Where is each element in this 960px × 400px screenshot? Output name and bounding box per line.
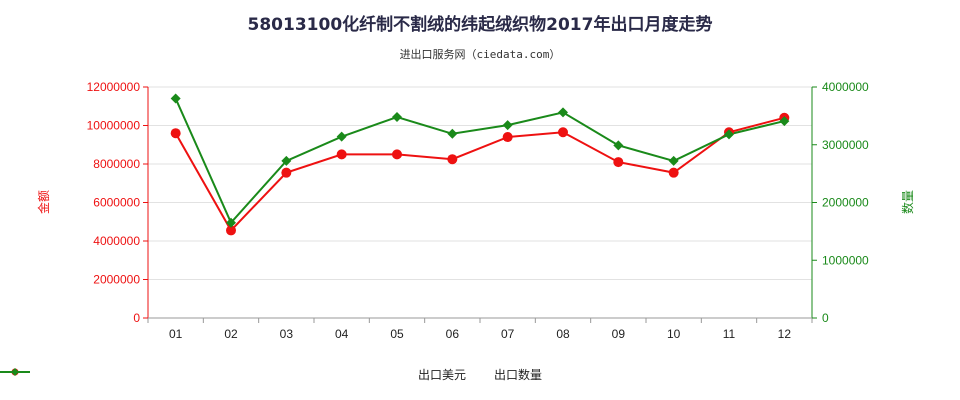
legend-item-qty[interactable]: 出口数量 [0, 366, 543, 383]
legend: 出口美元 出口数量 [0, 366, 960, 383]
data-point-qty [226, 217, 236, 228]
legend-item-usd[interactable]: 出口美元 [0, 366, 466, 383]
data-point-qty [447, 128, 458, 139]
data-point-qty [502, 120, 513, 131]
data-point-qty [668, 155, 679, 166]
x-tick-label: 11 [723, 327, 736, 341]
left-tick-label: 8000000 [93, 157, 140, 171]
left-tick-label: 4000000 [93, 234, 140, 248]
data-point-usd [668, 167, 679, 178]
x-tick-label: 07 [501, 327, 515, 341]
data-point-usd [392, 149, 402, 160]
right-tick-label: 2000000 [822, 196, 869, 210]
data-point-usd [502, 132, 513, 143]
left-tick-label: 10000000 [87, 119, 141, 133]
series-line-usd [174, 116, 785, 233]
left-tick-label: 2000000 [93, 273, 140, 287]
data-point-qty [170, 93, 181, 104]
data-point-qty [724, 129, 734, 140]
x-tick-label: 01 [169, 327, 183, 341]
right-tick-label: 1000000 [822, 253, 869, 267]
data-point-usd [170, 128, 181, 139]
data-point-qty [336, 131, 347, 142]
x-tick-label: 02 [224, 327, 238, 341]
data-point-qty [613, 140, 624, 151]
data-point-qty [392, 112, 402, 123]
series-line-qty [174, 98, 785, 225]
x-tick-label: 03 [280, 327, 294, 341]
x-tick-label: 09 [612, 327, 626, 341]
x-tick-label: 06 [446, 327, 460, 341]
chart-subtitle: 进出口服务网（ciedata.com） [399, 48, 561, 61]
legend-label-qty: 出口数量 [494, 368, 543, 382]
data-point-usd [613, 157, 624, 168]
x-tick-label: 05 [390, 327, 404, 341]
data-point-usd [447, 154, 458, 165]
legend-marker-qty [0, 368, 30, 376]
left-tick-label: 6000000 [93, 196, 140, 210]
chart-title: 58013100化纤制不割绒的纬起绒织物2017年出口月度走势 [247, 15, 713, 35]
data-point-usd [336, 149, 347, 160]
x-tick-label: 12 [778, 327, 792, 341]
data-point-qty [281, 155, 292, 166]
left-tick-label: 0 [133, 311, 140, 325]
left-tick-label: 12000000 [87, 80, 141, 94]
right-axis-title: 数量 [900, 190, 915, 214]
right-tick-label: 3000000 [822, 138, 869, 152]
x-tick-label: 04 [335, 327, 349, 341]
right-tick-label: 0 [822, 311, 829, 325]
data-point-usd [281, 167, 292, 178]
left-axis-title: 金额 [36, 190, 51, 214]
right-tick-label: 4000000 [822, 80, 869, 94]
data-point-usd [558, 127, 568, 138]
data-point-qty [779, 116, 790, 127]
data-point-qty [558, 107, 568, 118]
data-point-usd [226, 225, 236, 236]
x-tick-label: 08 [556, 327, 570, 341]
x-tick-label: 10 [667, 327, 681, 341]
legend-label-usd: 出口美元 [417, 368, 466, 382]
